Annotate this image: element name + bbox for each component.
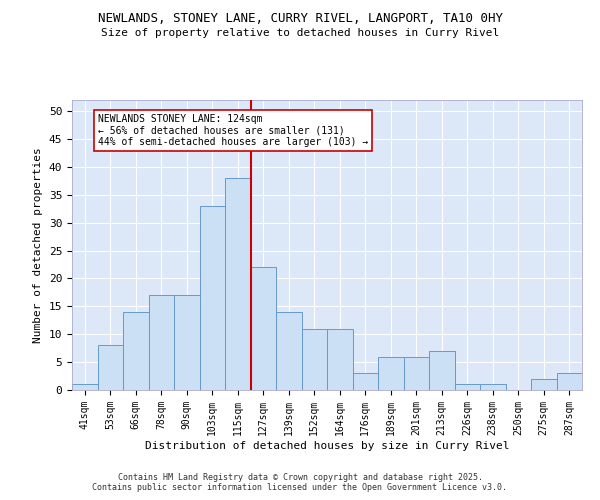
Bar bbox=[97, 346, 123, 390]
Bar bbox=[378, 356, 404, 390]
Text: Contains HM Land Registry data © Crown copyright and database right 2025.
Contai: Contains HM Land Registry data © Crown c… bbox=[92, 473, 508, 492]
Bar bbox=[531, 379, 557, 390]
Bar bbox=[174, 295, 199, 390]
Bar bbox=[429, 351, 455, 390]
Bar bbox=[302, 328, 327, 390]
Bar bbox=[353, 374, 378, 390]
Bar bbox=[276, 312, 302, 390]
Text: Size of property relative to detached houses in Curry Rivel: Size of property relative to detached ho… bbox=[101, 28, 499, 38]
Text: NEWLANDS, STONEY LANE, CURRY RIVEL, LANGPORT, TA10 0HY: NEWLANDS, STONEY LANE, CURRY RIVEL, LANG… bbox=[97, 12, 503, 26]
Bar bbox=[480, 384, 505, 390]
Bar bbox=[123, 312, 149, 390]
Bar bbox=[557, 374, 582, 390]
Y-axis label: Number of detached properties: Number of detached properties bbox=[33, 147, 43, 343]
Bar bbox=[327, 328, 353, 390]
Bar bbox=[225, 178, 251, 390]
Bar bbox=[72, 384, 97, 390]
Text: NEWLANDS STONEY LANE: 124sqm
← 56% of detached houses are smaller (131)
44% of s: NEWLANDS STONEY LANE: 124sqm ← 56% of de… bbox=[97, 114, 368, 147]
Bar bbox=[404, 356, 429, 390]
Bar bbox=[455, 384, 480, 390]
Bar bbox=[199, 206, 225, 390]
Bar bbox=[149, 295, 174, 390]
X-axis label: Distribution of detached houses by size in Curry Rivel: Distribution of detached houses by size … bbox=[145, 440, 509, 450]
Bar bbox=[251, 268, 276, 390]
